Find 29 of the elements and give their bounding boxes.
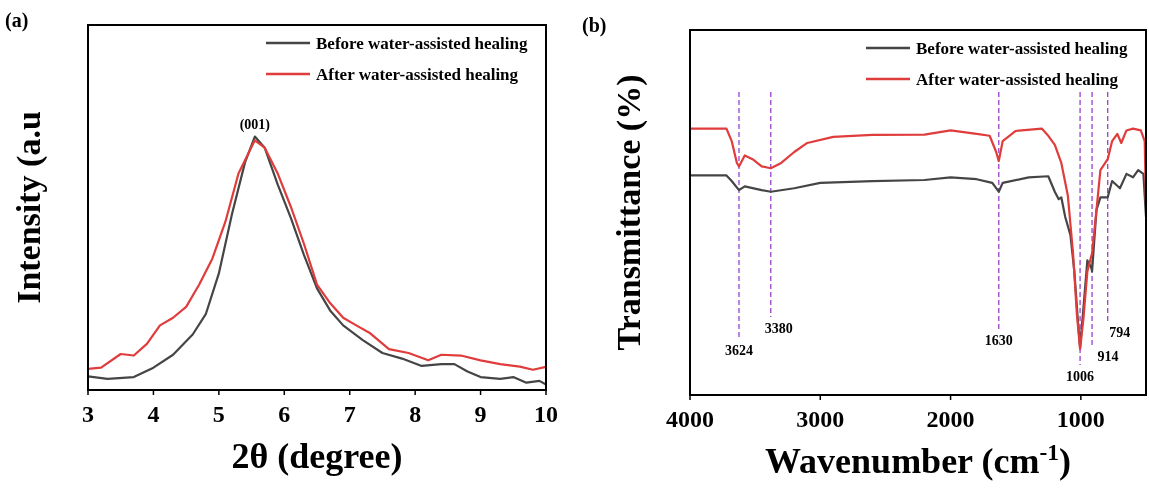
chart-title: (a) [5,9,29,32]
y-axis-title: Transmittance (%) [610,74,648,351]
legend-label: Before water-assisted healing [916,39,1129,58]
legend-label: After water-assisted healing [316,65,519,84]
x-tick-label: 5 [212,401,225,427]
ref-line-label: 3380 [764,321,793,336]
x-tick-label: 4000 [666,406,714,432]
x-tick-label: 8 [409,401,422,427]
ref-line-label: 794 [1109,325,1131,340]
x-axis-title: Wavenumber (cm$^{-1}$) [765,439,1071,481]
chart-title: (b) [582,14,607,37]
ref-line-label: 1006 [1066,369,1095,384]
x-tick-label: 3 [82,401,94,427]
x-tick-label: 3000 [796,406,845,432]
y-axis-title: Intensity (a.u [10,111,48,304]
legend-label: Before water-assisted healing [316,34,529,53]
x-tick-label: 7 [343,401,356,427]
ref-line-label: 3624 [724,343,753,358]
x-tick-label: 1000 [1056,406,1105,432]
annotation: (001) [239,116,271,133]
x-axis-title: 2θ (degree) [231,436,403,476]
x-tick-label: 6 [278,401,291,427]
legend-label: After water-assisted healing [916,70,1119,89]
ref-line-label: 1630 [984,333,1013,348]
x-tick-label: 10 [534,401,558,427]
ref-line-label: 914 [1097,349,1119,364]
x-tick-label: 9 [474,401,487,427]
x-tick-label: 2000 [926,406,975,432]
x-tick-label: 4 [147,401,160,427]
